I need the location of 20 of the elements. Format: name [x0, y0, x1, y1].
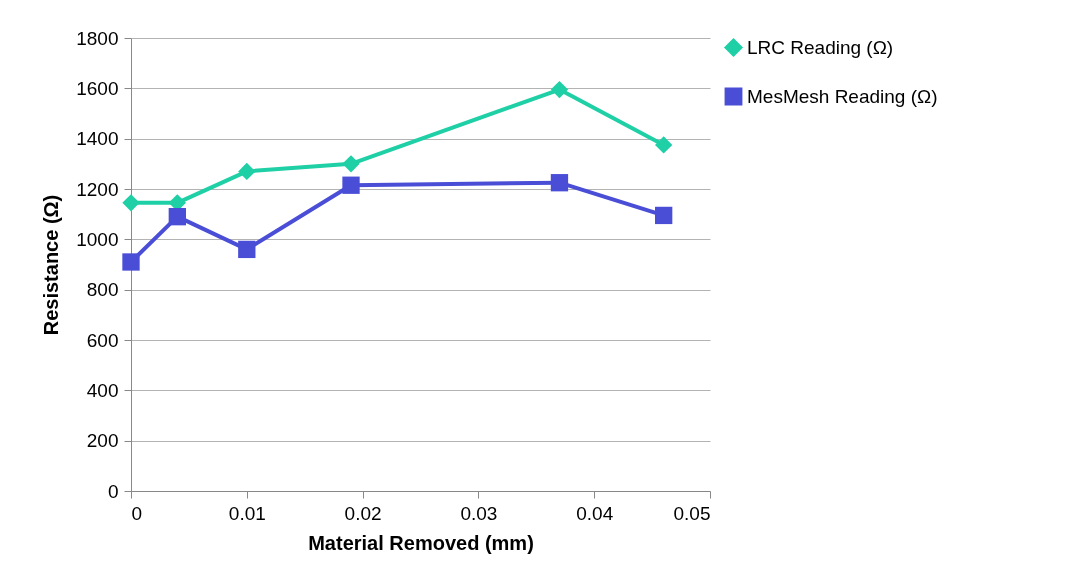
y-tick-label: 1000 [76, 228, 119, 250]
x-tick-label: 0.02 [344, 502, 382, 524]
y-tick-label: 1600 [76, 77, 119, 99]
y-axis-title: Resistance (Ω) [40, 194, 63, 336]
x-tick-label: 0.05 [673, 502, 711, 524]
x-tick-label: 0.04 [576, 502, 614, 524]
legend-label: LRC Reading (Ω) [747, 36, 894, 58]
x-tick-label: 0.01 [228, 502, 266, 524]
y-tick-label: 200 [86, 430, 119, 452]
x-tick-label: 0 [131, 502, 143, 524]
y-tick-label: 400 [86, 379, 119, 401]
y-tick-label: 0 [107, 480, 119, 502]
y-tick-label: 1800 [76, 27, 119, 49]
x-tick-label: 0.03 [460, 502, 498, 524]
y-tick-label: 1200 [76, 178, 119, 200]
y-tick-label: 1400 [76, 128, 119, 150]
y-tick-label: 600 [86, 329, 119, 351]
legend-label: MesMesh Reading (Ω) [747, 85, 938, 107]
x-axis-title: Material Removed (mm) [308, 531, 534, 554]
y-tick-label: 800 [86, 279, 119, 301]
